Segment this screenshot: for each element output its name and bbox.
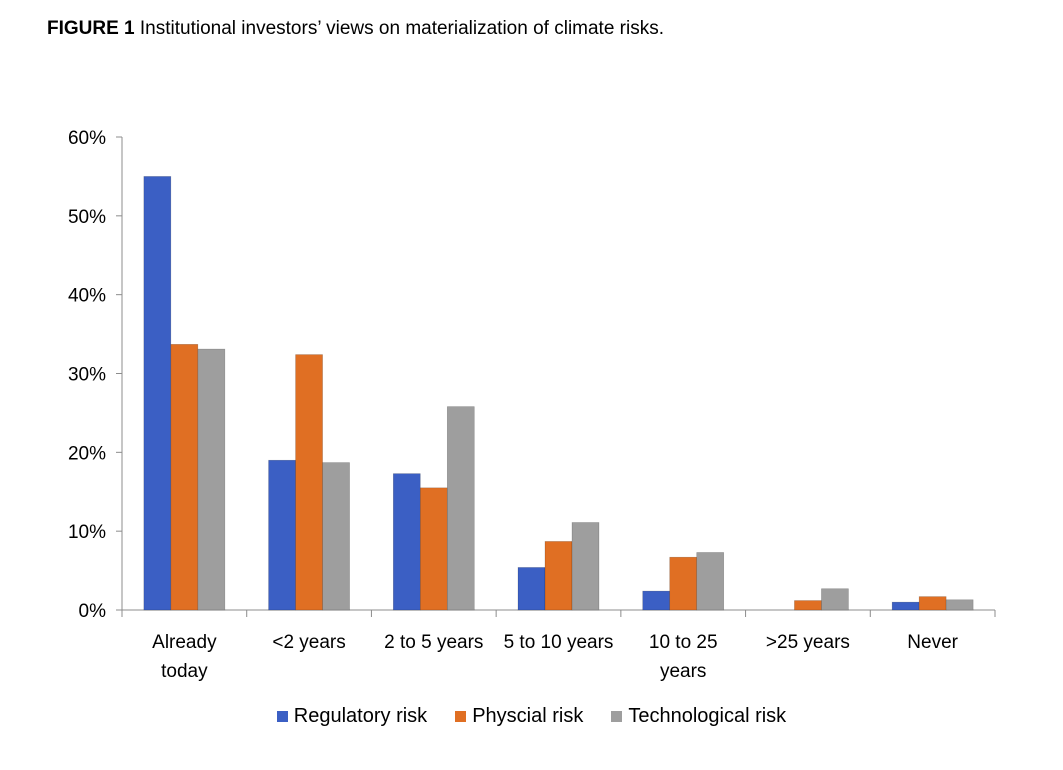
figure-label: FIGURE 1 (47, 18, 135, 39)
y-tick-label: 40% (68, 286, 106, 307)
y-tick-label: 30% (68, 365, 106, 386)
x-category-label: Never (907, 632, 958, 653)
bar-physcial-risk (794, 600, 822, 611)
bar-regulatory-risk (642, 590, 671, 611)
x-category-label: Already today (152, 632, 217, 682)
y-tick-label: 10% (68, 522, 106, 543)
x-category-label: 2 to 5 years (384, 632, 483, 653)
bar-physcial-risk (419, 487, 448, 611)
bar-regulatory-risk (517, 567, 546, 611)
x-category-label: 10 to 25 years (649, 632, 718, 682)
y-tick-label: 20% (68, 443, 106, 464)
figure-caption: FIGURE 1 Institutional investors’ views … (47, 18, 664, 40)
bar-regulatory-risk (392, 473, 421, 611)
bar-physcial-risk (669, 556, 698, 611)
legend-item: Physcial risk (455, 705, 583, 728)
legend-swatch (611, 711, 623, 722)
bar-technological-risk (446, 406, 475, 611)
x-category-label: 5 to 10 years (504, 632, 614, 653)
bar-technological-risk (197, 348, 226, 611)
figure-caption-text: Institutional investors’ views on materi… (139, 18, 665, 39)
bar-technological-risk (696, 552, 725, 611)
x-category-label: <2 years (272, 632, 345, 653)
bar-technological-risk (571, 522, 600, 611)
bars (143, 176, 974, 611)
legend-item: Technological risk (611, 705, 786, 728)
bar-physcial-risk (295, 354, 323, 611)
y-tick-label: 50% (68, 207, 106, 228)
bar-regulatory-risk (143, 176, 172, 611)
category-labels: Already today <2 years 2 to 5 years 5 to 10 … (152, 632, 959, 682)
legend-label: Regulatory risk (293, 705, 428, 727)
bar-technological-risk (322, 462, 350, 611)
x-category-label: >25 years (766, 632, 850, 653)
bar-physcial-risk (544, 541, 573, 611)
bar-regulatory-risk (891, 601, 920, 611)
bar-regulatory-risk (268, 459, 296, 611)
legend-label: Physcial risk (472, 705, 584, 727)
chart-legend: Regulatory risk Physcial risk Technologica… (0, 705, 1063, 728)
y-tick-label: 0% (79, 601, 107, 622)
legend-item: Regulatory risk (276, 705, 428, 728)
bar-technological-risk (945, 599, 974, 611)
bar-technological-risk (821, 588, 849, 611)
axes: 0% 10% 20% 30% 40% 50% 60% (68, 128, 996, 622)
y-tick-label: 60% (68, 128, 106, 149)
legend-label: Technological risk (628, 705, 787, 727)
bar-physcial-risk (170, 344, 199, 611)
bar-physcial-risk (918, 596, 947, 611)
legend-swatch (455, 711, 467, 722)
legend-swatch (276, 711, 288, 722)
